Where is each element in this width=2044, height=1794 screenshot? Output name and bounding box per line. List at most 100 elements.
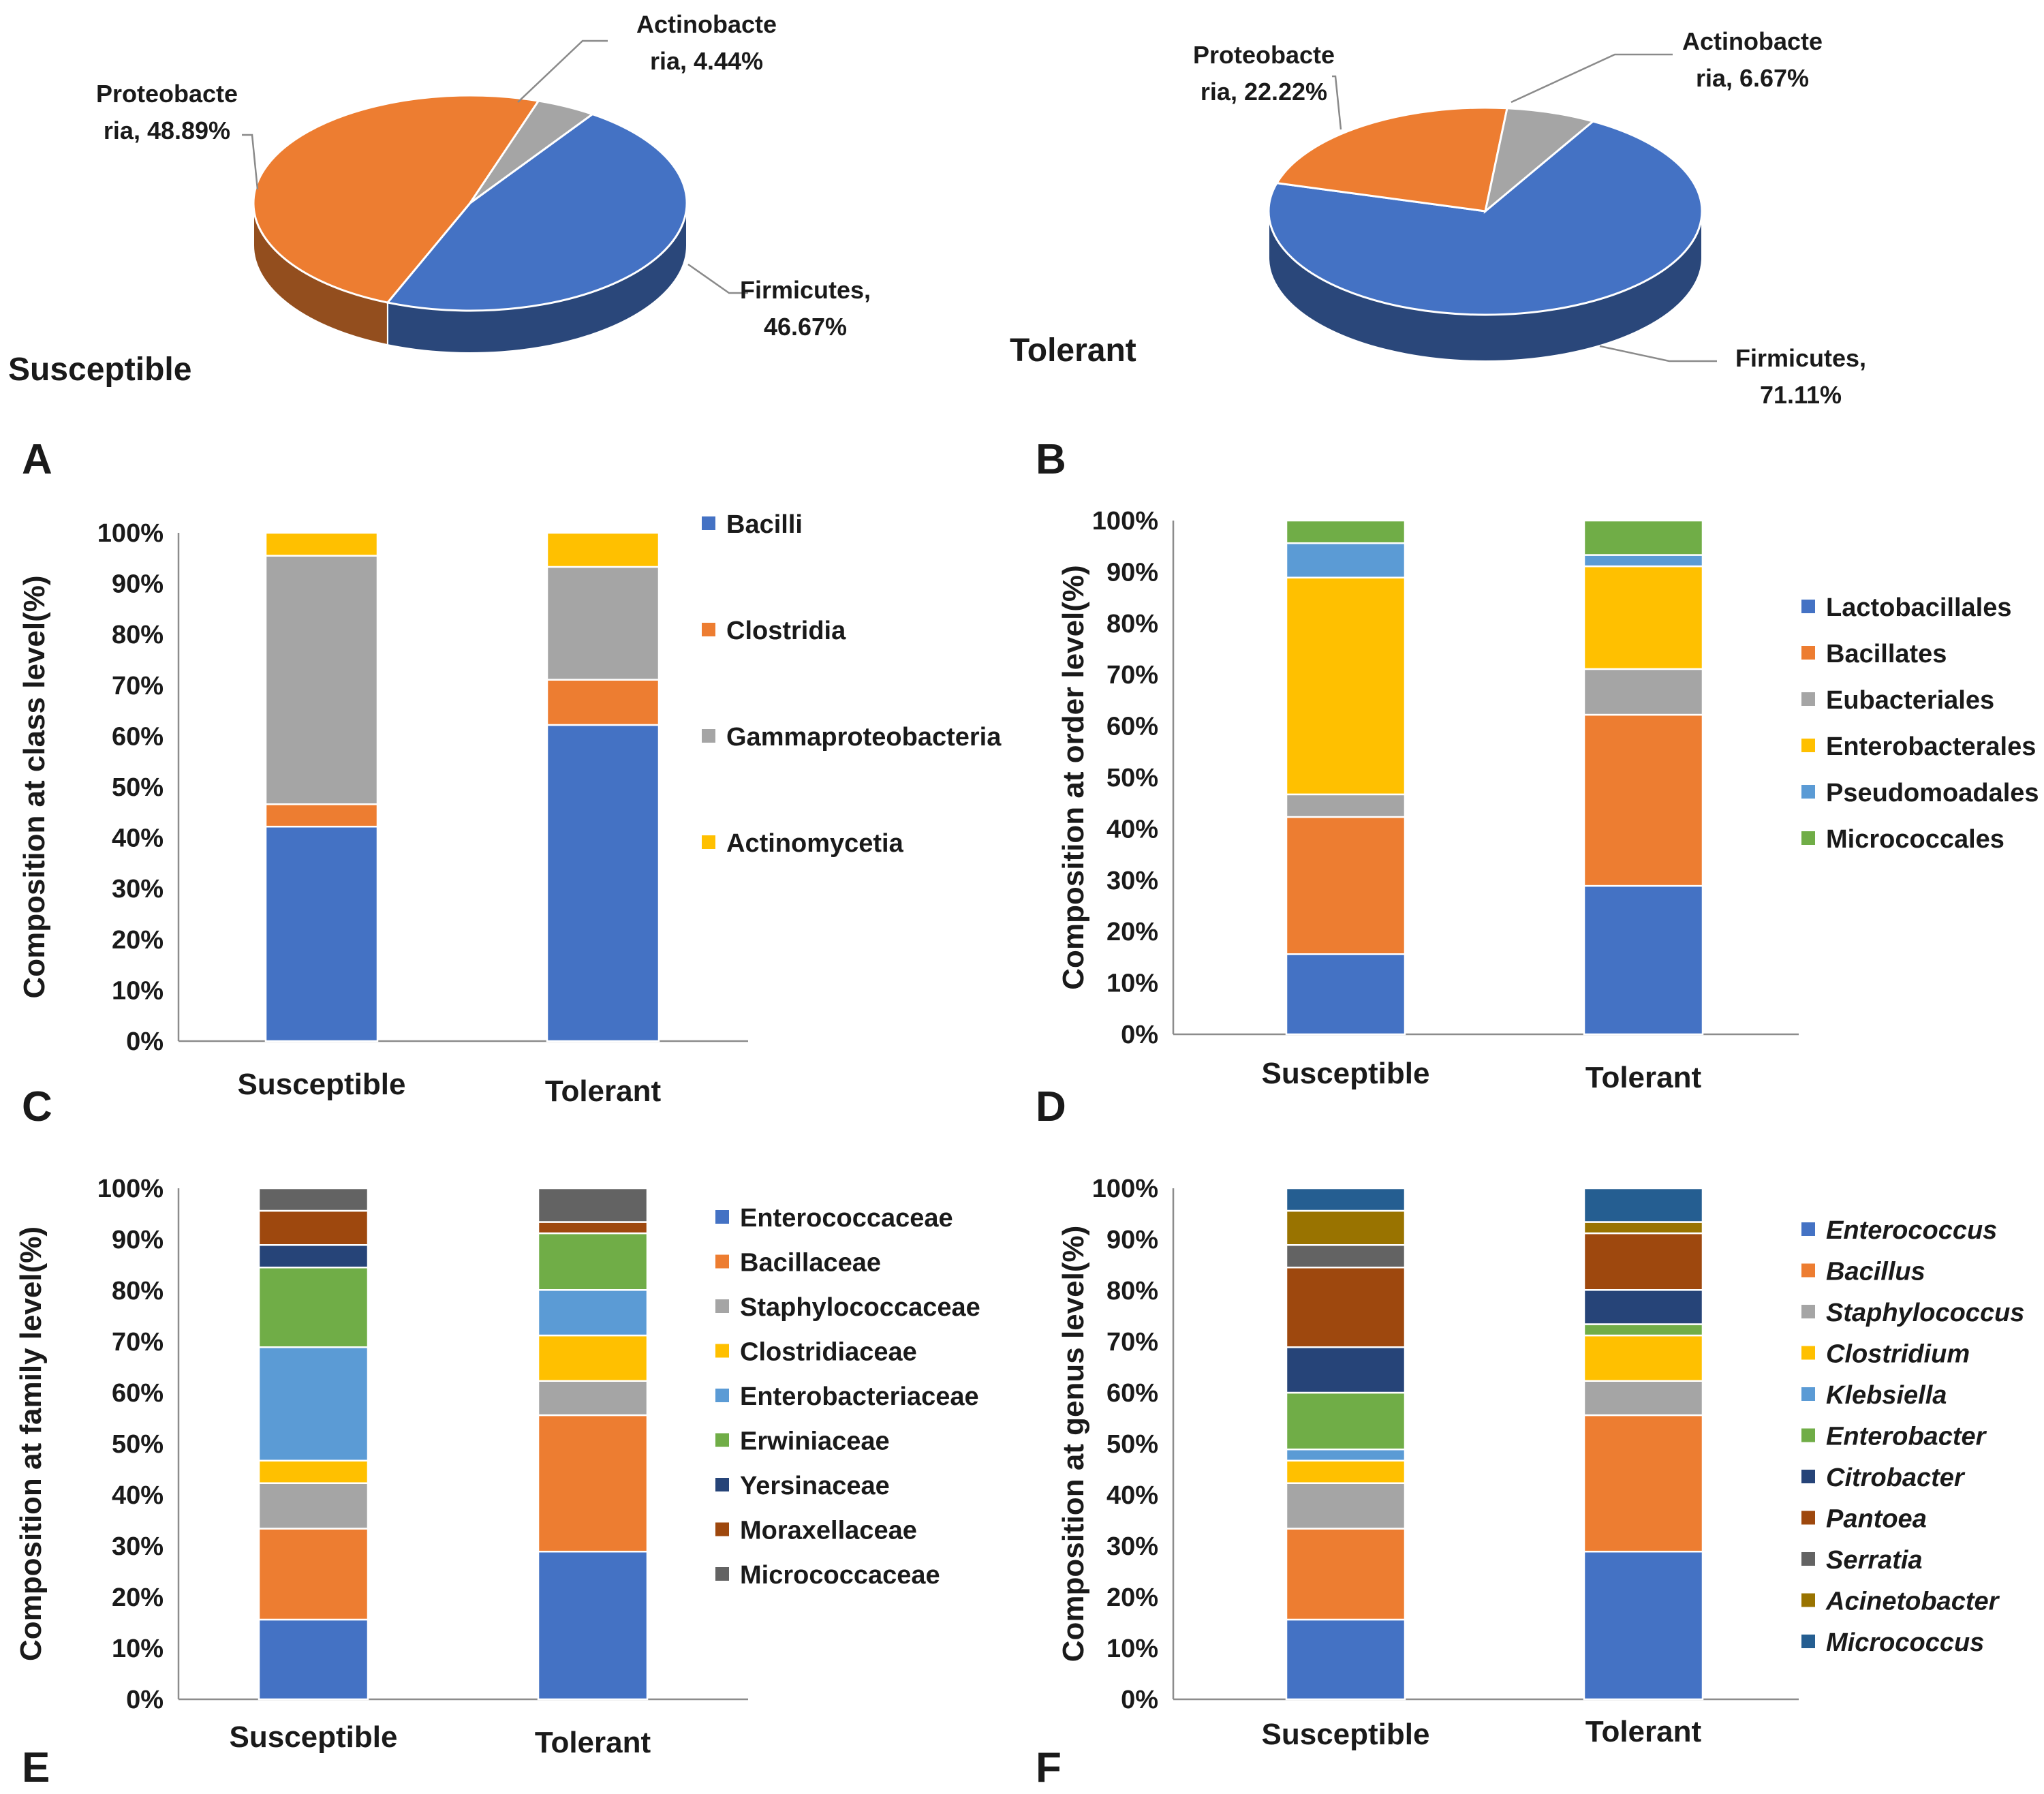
legend-swatch-staphylococcus	[1801, 1305, 1815, 1318]
legend-label-acinetobacter: Acinetobacter	[1825, 1588, 2000, 1616]
pie-label: Firmicutes,	[740, 276, 871, 304]
pie-chart-tolerant: Firmicutes, 71.11% Proteobacte ria, 22.22% A…	[1193, 27, 1866, 409]
bar-segment-bacilli-tolerant	[546, 724, 660, 1042]
y-tick-label: 80%	[112, 621, 164, 649]
legend-swatch-pseudomoadales	[1801, 785, 1815, 799]
x-category-label: Tolerant	[545, 1074, 662, 1108]
panel-letter: C	[22, 1083, 52, 1130]
bar-segment-gammaproteobacteria-tolerant	[546, 566, 660, 681]
bar-segment-pantoea-susceptible	[1285, 1267, 1406, 1348]
bar-segment-bacillus-susceptible	[1285, 1528, 1406, 1621]
panel-letter: E	[22, 1744, 50, 1791]
bar-segment-enterococcaceae-susceptible	[258, 1618, 369, 1701]
y-tick-label: 20%	[112, 926, 164, 955]
y-tick-label: 50%	[1106, 1430, 1158, 1459]
leader-line	[1511, 53, 1673, 104]
bar-segment-acinetobacter-tolerant	[1583, 1221, 1704, 1235]
family-level-bar-chart: 0% 10% 20% 30% 40% 50% 60% 70% 80% 90% 100% Composi…	[14, 1175, 980, 1759]
legend-label-lactobacillales: Lactobacillales	[1826, 593, 2011, 622]
x-category-label: Tolerant	[1585, 1715, 1702, 1748]
order-level-bar-chart: 0% 10% 20% 30% 40% 50% 60% 70% 80% 90% 100%Composi…	[1057, 507, 2039, 1094]
bar-segment-micrococcus-susceptible	[1285, 1187, 1406, 1212]
y-tick-label: 40%	[112, 824, 164, 853]
y-tick-label: 90%	[112, 570, 164, 599]
bar-segment-clostridium-tolerant	[1583, 1334, 1704, 1382]
pie-label: ria, 48.89%	[104, 117, 230, 144]
y-tick-label: 90%	[1106, 558, 1158, 587]
panel-letter: F	[1036, 1744, 1062, 1791]
legend-swatch-eubacteriales	[1801, 692, 1815, 706]
legend-label-micrococcales: Micrococcales	[1826, 825, 2004, 854]
bar-segment-micrococcales-tolerant	[1583, 519, 1704, 556]
bar-segment-lactobacillales-tolerant	[1583, 884, 1704, 1036]
legend-label-erwiniaceae: Erwiniaceae	[740, 1427, 890, 1456]
pie-group-label: Tolerant	[1010, 332, 1136, 369]
legend-swatch-enterobacterales	[1801, 739, 1815, 752]
legend-swatch-bacilli	[702, 516, 715, 530]
y-axis-label: Composition at family level(%)	[14, 1226, 48, 1661]
y-tick-label: 20%	[1106, 918, 1158, 946]
leader-line	[1599, 345, 1717, 362]
pie-slice-actinobacte	[469, 99, 595, 204]
pie-slice-firmicutes	[386, 112, 688, 312]
legend-label-enterobacter: Enterobacter	[1826, 1423, 1987, 1451]
bar-segment-moraxellaceae-tolerant	[537, 1221, 649, 1235]
legend-swatch-clostridium	[1801, 1346, 1815, 1360]
bar-segment-micrococcales-susceptible	[1285, 519, 1406, 544]
legend-swatch-enterococcaceae	[715, 1210, 729, 1224]
legend-label-clostridiaceae: Clostridiaceae	[740, 1338, 917, 1367]
legend-label-moraxellaceae: Moraxellaceae	[740, 1517, 917, 1545]
pie-label: ria, 4.44%	[650, 47, 763, 75]
pie-label: Actinobacte	[1682, 27, 1823, 55]
legend-label-bacillates: Bacillates	[1826, 640, 1947, 668]
bar-segment-enterococcus-tolerant	[1583, 1551, 1704, 1701]
bar-segment-staphylococcaceae-susceptible	[258, 1482, 369, 1530]
bar-segment-bacillates-tolerant	[1583, 713, 1704, 887]
y-tick-label: 90%	[1106, 1226, 1158, 1254]
legend-label-pseudomoadales: Pseudomoadales	[1826, 779, 2039, 807]
y-tick-label: 100%	[97, 1175, 164, 1203]
bar-segment-eubacteriales-susceptible	[1285, 793, 1406, 818]
bar-segment-enterobacteriaceae-susceptible	[258, 1346, 369, 1462]
legend-label-enterococcaceae: Enterococcaceae	[740, 1204, 953, 1233]
bar-segment-enterobacteriaceae-tolerant	[537, 1289, 649, 1337]
y-tick-label: 0%	[1121, 1021, 1158, 1049]
leader-line	[1332, 75, 1342, 130]
y-tick-label: 30%	[112, 1532, 164, 1561]
panel-letter: D	[1036, 1083, 1066, 1130]
y-tick-label: 100%	[1092, 1175, 1158, 1203]
bar-segment-actinomycetia-susceptible	[264, 531, 379, 557]
y-tick-label: 50%	[112, 1430, 164, 1459]
bar-segment-serratia-susceptible	[1285, 1244, 1406, 1269]
bar-segment-enterobacterales-susceptible	[1285, 576, 1406, 796]
legend-label-staphylococcus: Staphylococcus	[1826, 1299, 2024, 1327]
bar-segment-micrococcaceae-tolerant	[537, 1187, 649, 1223]
legend-swatch-acinetobacter	[1801, 1593, 1815, 1607]
x-category-label: Tolerant	[535, 1726, 651, 1759]
bar-segment-erwiniaceae-susceptible	[258, 1267, 369, 1348]
legend-label-enterobacteriaceae: Enterobacteriaceae	[740, 1382, 979, 1411]
bar-segment-enterobacterales-tolerant	[1583, 565, 1704, 670]
bar-segment-pseudomoadales-tolerant	[1583, 554, 1704, 568]
bar-segment-citrobacter-tolerant	[1583, 1289, 1704, 1325]
y-tick-label: 70%	[112, 672, 164, 700]
legend-label-micrococcaceae: Micrococcaceae	[740, 1561, 940, 1590]
pie-label: ria, 6.67%	[1696, 64, 1809, 92]
y-tick-label: 40%	[1106, 1481, 1158, 1510]
panel-a: Firmicutes, 46.67% Proteobacte ria, 48.89% A…	[8, 10, 871, 483]
bar-segment-bacillus-tolerant	[1583, 1414, 1704, 1553]
bar-segment-moraxellaceae-susceptible	[258, 1209, 369, 1246]
bar-segment-eubacteriales-tolerant	[1583, 668, 1704, 716]
bar-segment-klebsiella-susceptible	[1285, 1449, 1406, 1462]
bar-segment-clostridiaceae-tolerant	[537, 1334, 649, 1382]
legend-swatch-citrobacter	[1801, 1470, 1815, 1483]
y-tick-label: 60%	[1106, 713, 1158, 741]
bar-segment-enterobacter-tolerant	[1583, 1323, 1704, 1337]
legend-label-actinomycetia: Actinomycetia	[726, 829, 904, 858]
legend-label-bacillus: Bacillus	[1826, 1258, 1925, 1286]
legend-swatch-clostridiaceae	[715, 1344, 729, 1358]
legend-swatch-bacillaceae	[715, 1254, 729, 1269]
bar-segment-pseudomoadales-susceptible	[1285, 542, 1406, 578]
bar-segment-clostridia-susceptible	[264, 803, 379, 828]
x-category-label: Susceptible	[1262, 1057, 1430, 1090]
